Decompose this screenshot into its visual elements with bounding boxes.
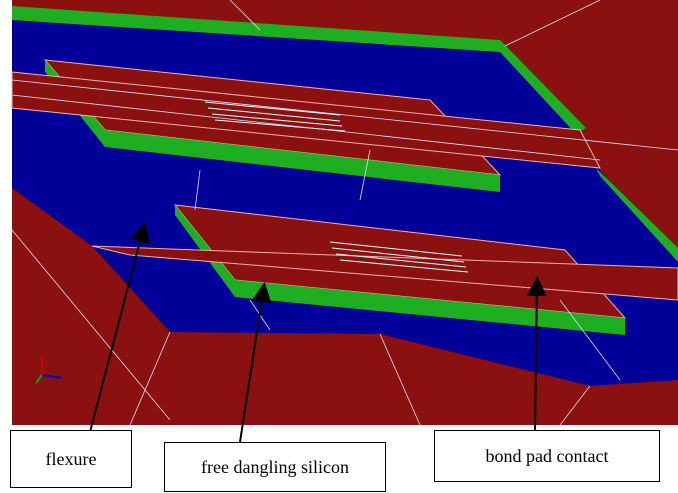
label: bond pad contact bbox=[486, 446, 609, 467]
label-box: bond pad contact bbox=[434, 430, 660, 482]
label: free dangling silicon bbox=[201, 457, 349, 478]
label: flexure bbox=[46, 449, 97, 470]
label-box: free dangling silicon bbox=[164, 442, 386, 492]
label-box: flexure bbox=[10, 430, 132, 488]
figure: flexure free dangling silicon bond pad c… bbox=[0, 0, 678, 493]
render bbox=[12, 0, 678, 425]
mesh-render bbox=[0, 0, 678, 493]
